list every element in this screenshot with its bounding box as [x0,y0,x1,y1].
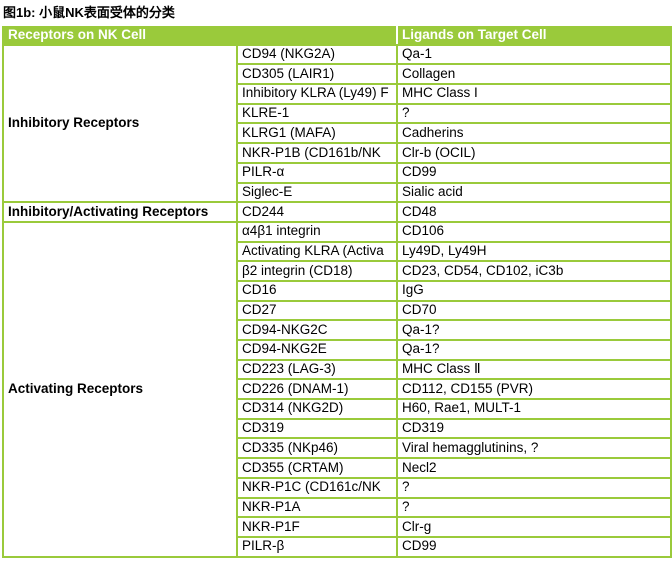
ligand-cell: Clr-b (OCIL) [396,142,672,164]
table-row: NKR-P1B (CD161b/NK Clr-b (OCIL) [3,142,672,164]
receptor-cell: NKR-P1B (CD161b/NK [236,142,398,164]
ligand-cell: IgG [396,279,672,302]
receptor-cell: CD223 (LAG-3) [236,358,398,381]
table-row: KLRG1 (MAFA) Cadherins [3,122,672,145]
table-row: CD94-NKG2C Qa-1? [3,319,672,341]
table-row: Activating KLRA (Activa Ly49D, Ly49H [3,240,672,263]
table-row: Inhibitory Receptors CD94 (NKG2A) Qa-1 [2,43,672,204]
header-receptors-on-nk-cell: Receptors on NK Cell [2,26,398,46]
ligand-cell: Necl2 [396,457,672,479]
nk-receptor-table: Receptors on NK Cell Ligands on Target C… [2,26,672,558]
ligand-cell: CD48 [396,201,672,223]
table-row: CD16 IgG [3,279,672,302]
table-row: PILR-β CD99 [3,535,672,558]
receptor-cell: Siglec-E [236,181,398,204]
receptor-cell: CD244 [236,201,398,223]
ligand-cell: Qa-1? [396,339,672,361]
receptor-cell: Activating KLRA (Activa [236,240,398,263]
table-body: Inhibitory Receptors CD94 (NKG2A) Qa-1 CD30… [2,43,672,558]
receptor-cell: CD27 [236,299,398,322]
receptor-cell: CD16 [236,279,398,302]
receptor-cell: CD305 (LAIR1) [236,63,398,86]
receptor-cell: CD226 (DNAM-1) [236,378,398,401]
receptor-cell: α4β1 integrin [236,220,398,243]
table-row: NKR-P1C (CD161c/NK? [3,476,672,499]
receptor-cell: CD94 (NKG2A) [236,43,398,66]
ligand-cell: Viral hemagglutinins, ? [396,437,672,460]
ligand-cell: Qa-1? [396,319,672,341]
ligand-cell: MHC Class Ⅱ [396,358,672,381]
table-row: Inhibitory KLRA (Ly49) F MHC Class I [3,83,672,105]
receptor-cell: KLRG1 (MAFA) [236,122,398,145]
ligand-cell: CD99 [396,535,672,558]
ligand-cell: Sialic acid [396,181,672,204]
ligand-cell: CD23, CD54, CD102, iC3b [396,260,672,282]
ligand-cell: CD319 [396,417,672,440]
table-row: Activating Receptors α4β1 integrin CD106 [2,220,672,558]
ligand-cell: CD99 [396,161,672,184]
group-label: Inhibitory Receptors [2,43,238,204]
receptor-cell: CD94-NKG2C [236,319,398,341]
figure-caption: 图1b: 小鼠NK表面受体的分类 [3,5,175,20]
group-label: Activating Receptors [2,220,238,558]
table-row: KLRE-1? [3,102,672,125]
ligand-cell: Ly49D, Ly49H [396,240,672,263]
receptor-cell: β2 integrin (CD18) [236,260,398,282]
table-row: CD223 (LAG-3) MHC Class Ⅱ [3,358,672,381]
receptor-cell: CD335 (NKp46) [236,437,398,460]
receptor-cell: Inhibitory KLRA (Ly49) F [236,83,398,105]
table-row: PILR-α CD99 [3,161,672,184]
receptor-cell: CD355 (CRTAM) [236,457,398,479]
table-row: CD226 (DNAM-1) CD112, CD155 (PVR) [3,378,672,401]
table-row: CD335 (NKp46) Viral hemagglutinins, ? [3,437,672,460]
receptor-cell: PILR-β [236,535,398,558]
table-row: CD319 CD319 [3,417,672,440]
receptor-cell: KLRE-1 [236,102,398,125]
receptor-cell: NKR-P1C (CD161c/NK [236,476,398,499]
ligand-cell: CD112, CD155 (PVR) [396,378,672,401]
receptor-cell: NKR-P1A [236,496,398,519]
ligand-cell: H60, Rae1, MULT-1 [396,398,672,420]
ligand-cell: MHC Class I [396,83,672,105]
ligand-cell: Qa-1 [396,43,672,66]
table-row: Inhibitory/Activating Receptors CD244 CD48 [2,201,672,223]
receptor-cell: CD319 [236,417,398,440]
ligand-cell: CD106 [396,220,672,243]
ligand-cell: Clr-g [396,516,672,538]
group-label: Inhibitory/Activating Receptors [2,201,238,223]
receptor-cell: PILR-α [236,161,398,184]
ligand-cell: ? [396,496,672,519]
header-ligands-on-target-cell: Ligands on Target Cell [396,26,672,46]
table-row: CD27 CD70 [3,299,672,322]
table-row: CD305 (LAIR1) Collagen [3,63,672,86]
table-row: NKR-P1F Clr-g [3,516,672,538]
ligand-cell: Cadherins [396,122,672,145]
receptor-cell: NKR-P1F [236,516,398,538]
header-row: Receptors on NK Cell Ligands on Target C… [2,26,672,46]
ligand-cell: ? [396,102,672,125]
receptor-cell: CD94-NKG2E [236,339,398,361]
table-row: CD355 (CRTAM) Necl2 [3,457,672,479]
receptor-cell: CD314 (NKG2D) [236,398,398,420]
ligand-cell: ? [396,476,672,499]
ligand-cell: Collagen [396,63,672,86]
ligand-cell: CD70 [396,299,672,322]
